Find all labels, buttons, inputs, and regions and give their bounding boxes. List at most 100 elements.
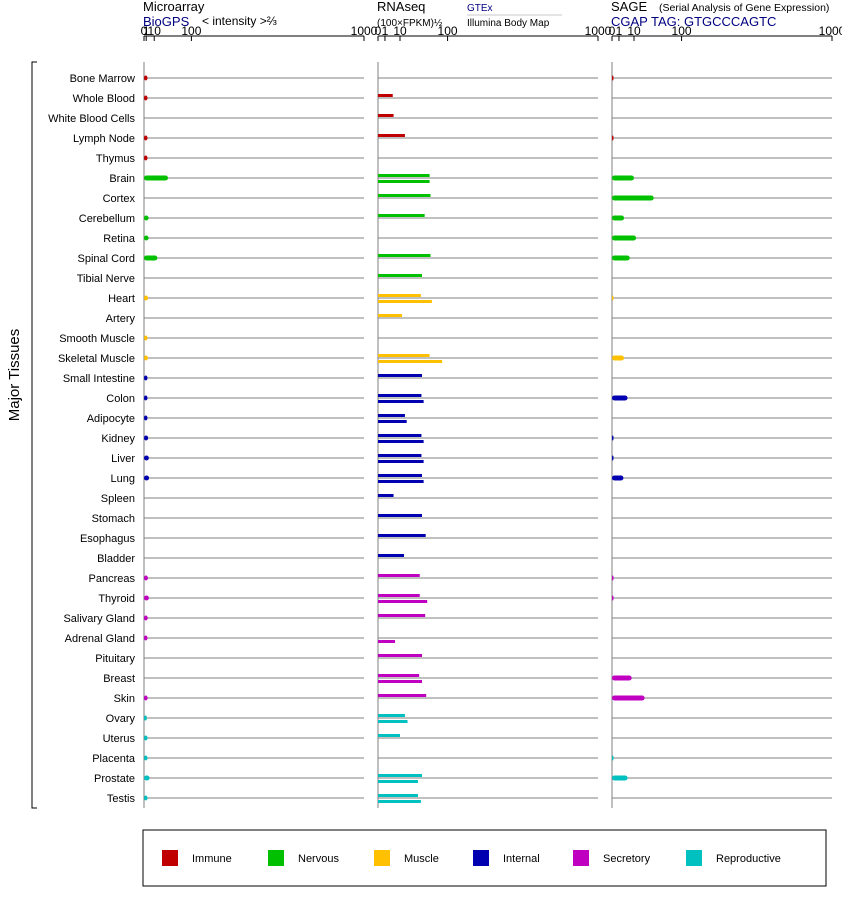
microarray-tick-label: 1000 (351, 24, 378, 38)
sage-tick-label: 10 (627, 24, 641, 38)
sage-bar (612, 575, 614, 581)
legend-label-nervous: Nervous (298, 853, 339, 865)
microarray-bar (144, 755, 148, 761)
tissue-label: Stomach (92, 513, 135, 525)
microarray-bar (144, 375, 148, 381)
legend-swatch-muscle (374, 850, 390, 866)
microarray-bar (144, 635, 148, 641)
sage-bar (612, 775, 628, 781)
rnaseq-gtex-bar (378, 794, 418, 797)
rnaseq-ibm-bar (378, 360, 443, 363)
sage-bar (612, 135, 614, 141)
microarray-bar (144, 395, 148, 401)
rnaseq-tick-label: 100 (438, 24, 458, 38)
tissue-label: Adipocyte (87, 413, 135, 425)
rnaseq-gtex-bar (378, 534, 426, 537)
microarray-tick-label: 0 (141, 24, 148, 38)
legend-swatch-secretory (573, 850, 589, 866)
rnaseq-gtex-bar (378, 274, 422, 277)
tissue-label: Spleen (101, 493, 135, 505)
rnaseq-gtex-bar (378, 414, 405, 417)
rnaseq-gtex-bar (378, 374, 422, 377)
rnaseq-ibm-bar (378, 400, 424, 403)
rnaseq-ibm-bar (378, 800, 421, 803)
rnaseq-gtex-bar (378, 774, 422, 777)
microarray-bar (144, 295, 149, 301)
tissue-label: Pituitary (95, 653, 135, 665)
rnaseq-ibm-bar (378, 640, 396, 643)
rnaseq-ibm-bar (378, 600, 428, 603)
microarray-bar (144, 435, 149, 441)
sage-bar (612, 455, 614, 461)
rnaseq-ibm-bar (378, 720, 408, 723)
rnaseq-tick-label: 0 (375, 24, 382, 38)
sage-bar (612, 195, 654, 201)
microarray-bar (144, 235, 149, 241)
tissue-label: Liver (111, 453, 135, 465)
microarray-title: Microarray (143, 0, 205, 14)
tissue-label: Salivary Gland (63, 613, 135, 625)
microarray-bar (144, 695, 148, 701)
sage-bar (612, 235, 637, 241)
tissue-label: Lymph Node (73, 133, 135, 145)
sage-tick-label: 0 (609, 24, 616, 38)
rnaseq-gtex-bar (378, 114, 394, 117)
legend-label-immune: Immune (192, 853, 232, 865)
tissue-label: Whole Blood (73, 93, 135, 105)
rnaseq-gtex-bar (378, 454, 422, 457)
sage-bar (612, 595, 614, 601)
sage-bar (612, 675, 632, 681)
rnaseq-gtex-bar (378, 574, 420, 577)
rnaseq-ibm-bar (378, 460, 424, 463)
microarray-bar (144, 255, 158, 261)
microarray-tick-label: 1 (143, 24, 150, 38)
tissue-label: Adrenal Gland (65, 633, 135, 645)
microarray-bar (144, 735, 148, 741)
sage-bar (612, 215, 625, 221)
sage-bar (612, 255, 630, 261)
rnaseq-gtex-bar (378, 194, 431, 197)
tissue-label: Thymus (96, 153, 136, 165)
microarray-bar (144, 175, 168, 181)
microarray-bar (144, 415, 148, 421)
rnaseq-gtex-bar (378, 314, 403, 317)
tissue-bracket (31, 61, 37, 809)
y-axis-label: Major Tissues (6, 329, 23, 422)
rnaseq-ibm-bar (378, 420, 407, 423)
rnaseq-gtex-bar (378, 254, 431, 257)
microarray-bar (144, 775, 150, 781)
legend-label-muscle: Muscle (404, 853, 439, 865)
sage-bar (612, 395, 628, 401)
tissue-label: Prostate (94, 773, 135, 785)
microarray-tick-label: 10 (148, 24, 162, 38)
microarray-bar (144, 95, 148, 101)
sage-bar (612, 75, 614, 81)
microarray-bar (144, 215, 149, 221)
microarray-bar (144, 575, 148, 581)
rnaseq-tick-label: 1000 (585, 24, 612, 38)
rnaseq-ibm-bar (378, 300, 432, 303)
microarray-bar (144, 595, 149, 601)
tissue-label: Breast (103, 673, 135, 685)
rnaseq-title: RNAseq (377, 0, 425, 14)
tissue-label: White Blood Cells (48, 113, 135, 125)
legend-swatch-reproductive (686, 850, 702, 866)
rnaseq-gtex-bar (378, 674, 420, 677)
tissue-label: Heart (108, 293, 135, 305)
legend-swatch-internal (473, 850, 489, 866)
rnaseq-ibm-bar (378, 780, 418, 783)
tissue-label: Skin (114, 693, 135, 705)
tissue-label: Artery (106, 313, 136, 325)
rnaseq-ibm-bar (378, 480, 424, 483)
tissue-label: Tibial Nerve (77, 273, 135, 285)
tissue-label: Esophagus (80, 533, 136, 545)
microarray-bar (144, 135, 148, 141)
microarray-bar (144, 615, 148, 621)
microarray-scale: < intensity >⅔ (202, 14, 277, 28)
sage-bar (612, 175, 634, 181)
microarray-bar (144, 335, 148, 341)
tissue-label: Pancreas (89, 573, 136, 585)
tissue-label: Thyroid (98, 593, 135, 605)
rnaseq-gtex-bar (378, 594, 420, 597)
